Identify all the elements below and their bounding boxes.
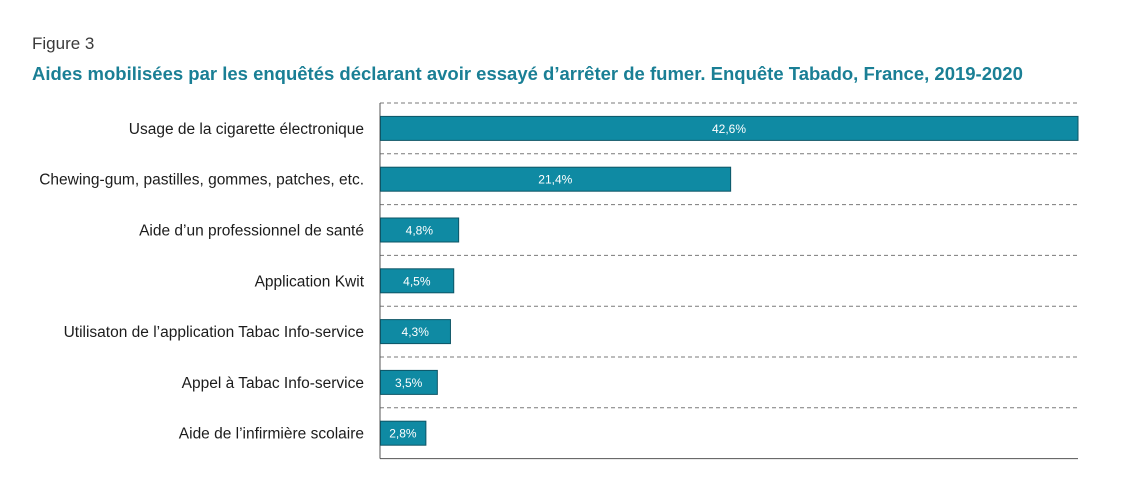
category-label: Application Kwit: [255, 273, 365, 290]
category-label: Appel à Tabac Info-service: [182, 375, 364, 392]
bars-layer: 42,6% 21,4% 4,8% 4,5% 4,3% 3,5% 2,8%: [380, 115, 1079, 446]
category-label: Aide de l’infirmière scolaire: [179, 426, 364, 443]
data-label: 21,4%: [538, 173, 572, 187]
figure-label: Figure 3: [32, 34, 95, 53]
bar: [380, 217, 460, 243]
category-labels: Usage de la cigarette électronique Chewin…: [39, 121, 364, 443]
data-label: 2,8%: [389, 427, 417, 441]
category-label: Utilisaton de l’application Tabac Info-s…: [64, 324, 364, 341]
bar: [380, 268, 455, 294]
bar: [380, 369, 438, 395]
data-label: 3,5%: [395, 376, 423, 390]
data-label: 4,5%: [403, 274, 431, 288]
bar: [380, 420, 427, 446]
bar: [380, 115, 1079, 141]
data-label: 42,6%: [712, 122, 746, 136]
chart-title: Aides mobilisées par les enquêtés déclar…: [32, 63, 1023, 84]
data-label: 4,3%: [402, 325, 430, 339]
bar: [380, 319, 451, 345]
bar: [380, 166, 732, 192]
category-label: Usage de la cigarette électronique: [129, 121, 364, 138]
grid-layer: [379, 102, 1078, 460]
category-label: Chewing-gum, pastilles, gommes, patches,…: [39, 172, 364, 189]
category-label: Aide d’un professionnel de santé: [139, 223, 364, 240]
data-label: 4,8%: [406, 224, 434, 238]
